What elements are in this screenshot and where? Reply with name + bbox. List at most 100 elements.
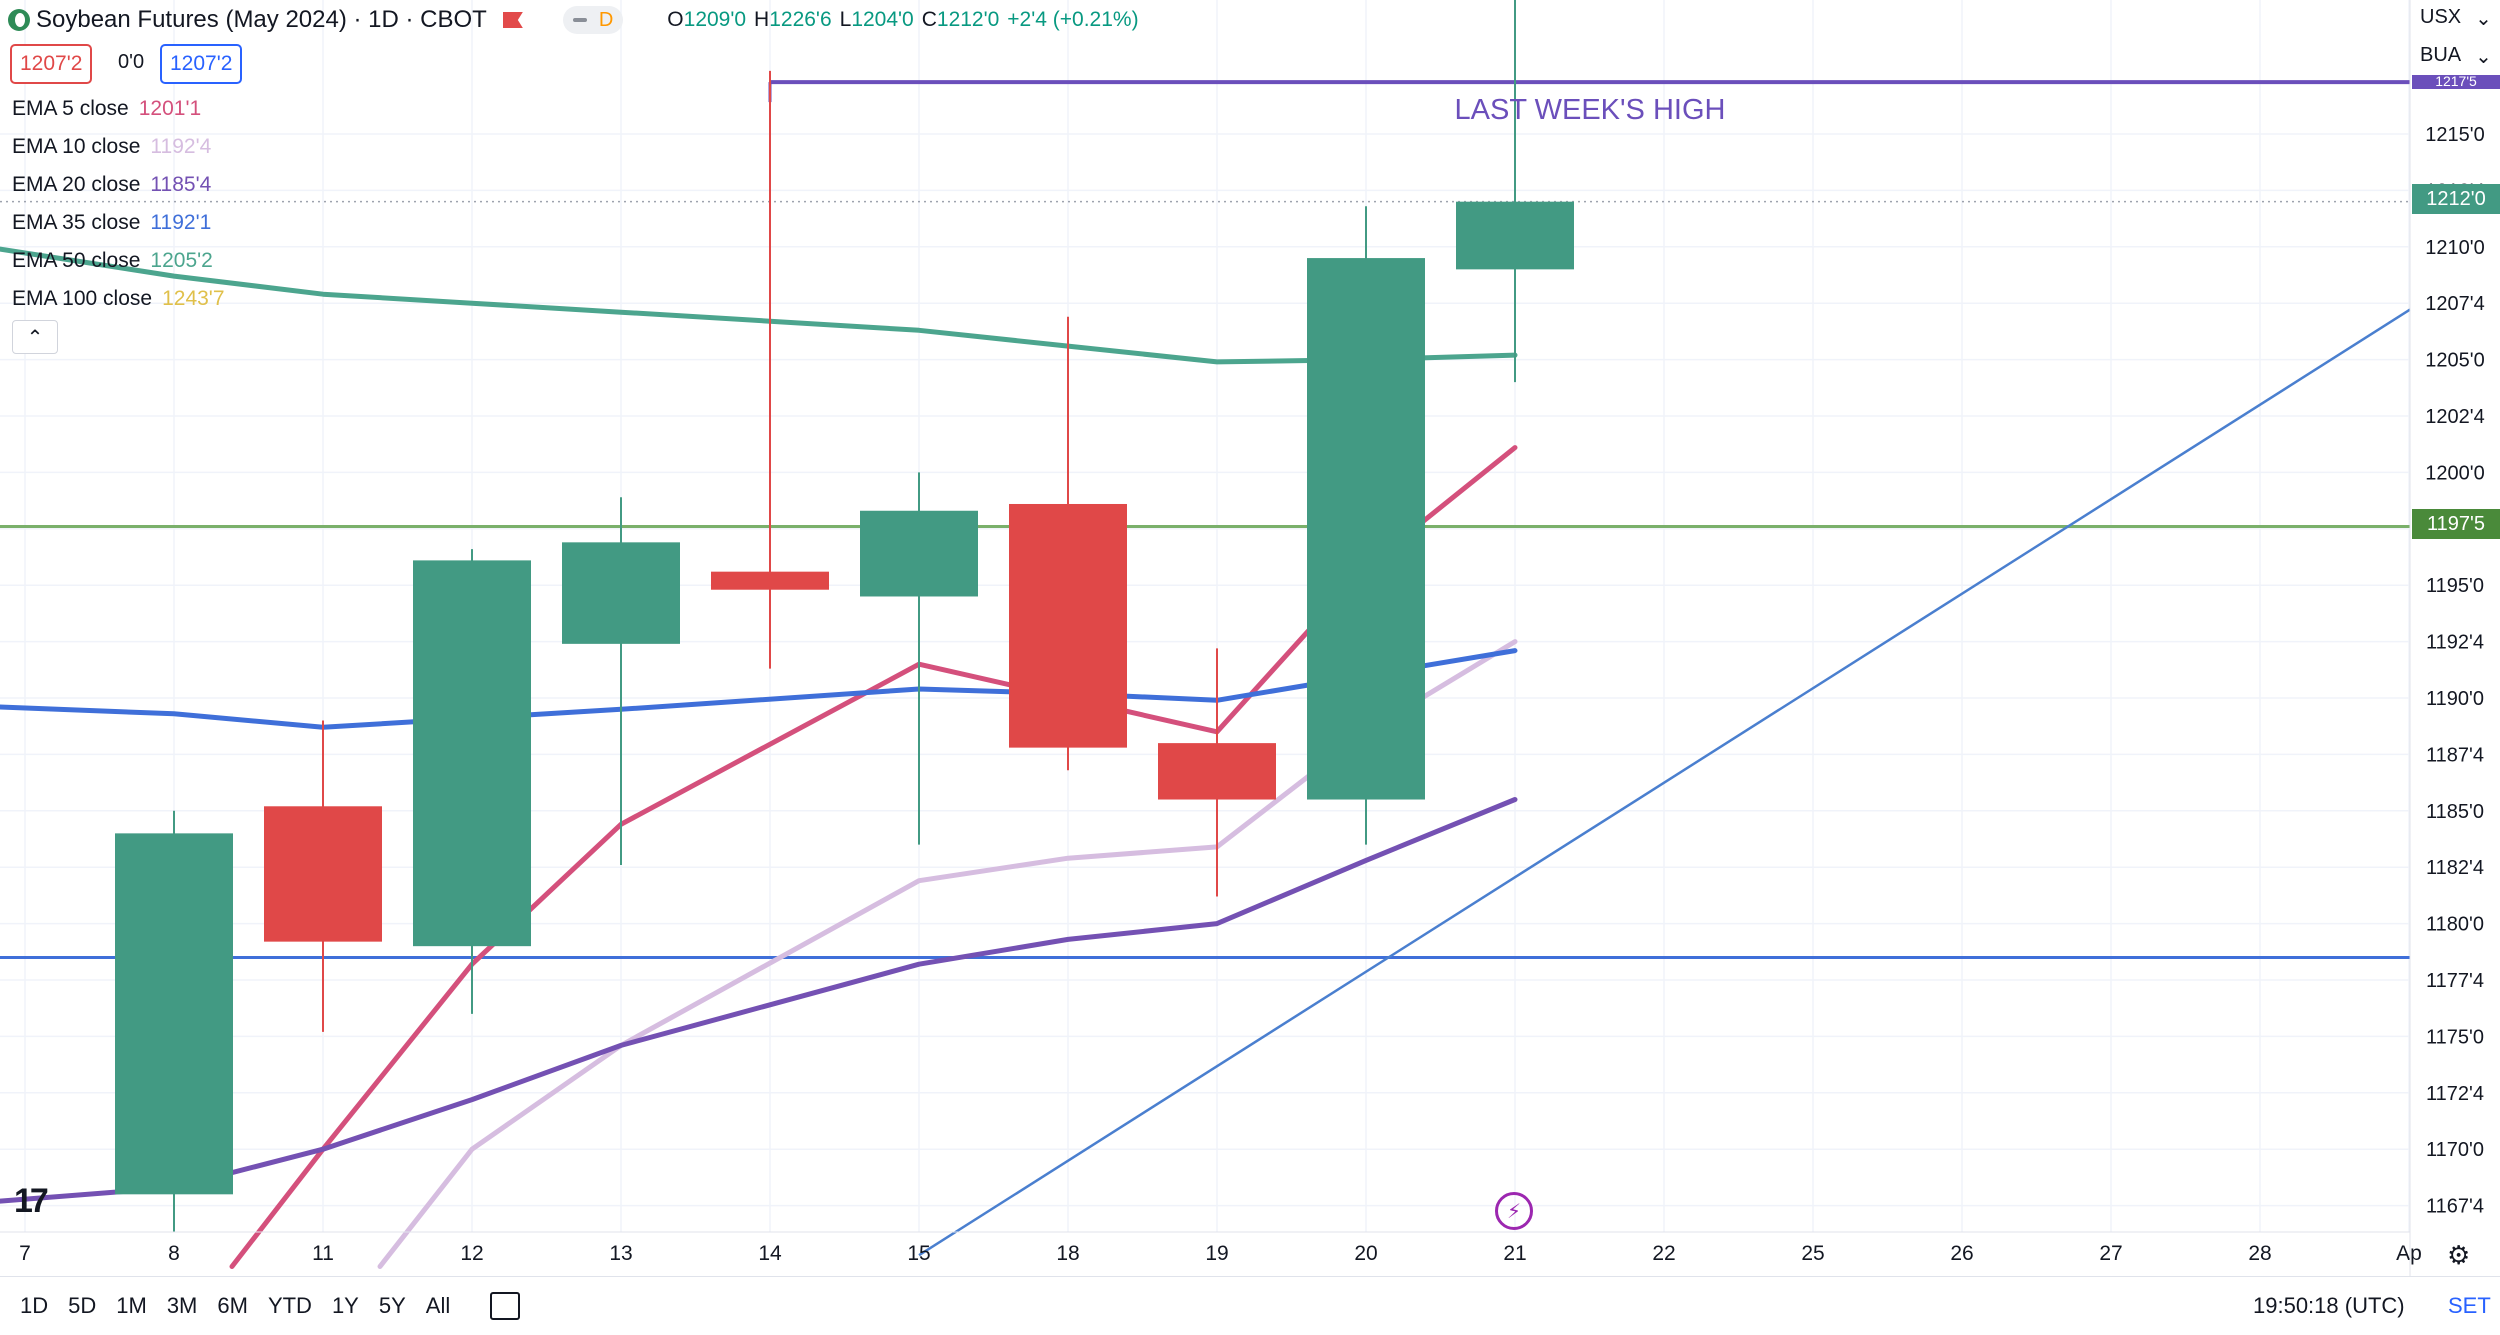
- candle-body[interactable]: [1307, 258, 1425, 800]
- time-tick-label: 27: [2099, 1242, 2122, 1265]
- legend-value: 1205'2: [150, 249, 213, 272]
- candle-body[interactable]: [1009, 503, 1127, 748]
- sell-button[interactable]: 1207'2: [10, 44, 93, 84]
- time-tick-label: 21: [1503, 1242, 1526, 1265]
- currency-label: USX: [2420, 6, 2462, 28]
- chevron-down-icon: ⌄: [2475, 8, 2492, 30]
- chevron-down-icon: ⌄: [2475, 46, 2492, 68]
- high-label: H: [754, 8, 770, 31]
- candle-body[interactable]: [562, 542, 680, 644]
- last-price-tag: 1212'0: [2412, 184, 2500, 214]
- open-label: O: [667, 8, 684, 31]
- legend-row[interactable]: EMA 20 close 1185'4: [12, 166, 225, 204]
- time-tick-label: 19: [1205, 1242, 1228, 1265]
- price-tick-label: 1207'4: [2425, 293, 2484, 315]
- price-tick-label: 1167'4: [2426, 1196, 2484, 1218]
- timeframe-1m[interactable]: 1M: [116, 1293, 147, 1318]
- legend-label: EMA 10 close: [12, 135, 141, 158]
- annotation-last-weeks-high: LAST WEEK'S HIGH: [1455, 94, 1726, 126]
- high-value: 1226'6: [769, 8, 832, 31]
- candle-body[interactable]: [711, 571, 829, 590]
- market-status-letter: D: [598, 8, 614, 31]
- candle-body[interactable]: [860, 510, 978, 597]
- set-button[interactable]: SET: [2448, 1293, 2491, 1318]
- exchange-logo-icon: [8, 9, 30, 31]
- legend-label: EMA 20 close: [12, 173, 141, 196]
- candle-body[interactable]: [1158, 743, 1276, 800]
- price-tick-label: 1170'0: [2426, 1139, 2484, 1161]
- price-tick-label: 1210'0: [2425, 237, 2484, 259]
- legend-value: 1243'7: [162, 287, 225, 310]
- price-tick-label: 1180'0: [2426, 914, 2484, 936]
- legend-row[interactable]: EMA 50 close 1205'2: [12, 242, 225, 280]
- symbol-header[interactable]: Soybean Futures (May 2024) · 1D · CBOT D…: [8, 2, 1139, 38]
- timeframe-5y[interactable]: 5Y: [378, 1293, 406, 1318]
- unit-selector[interactable]: BUA ⌄: [2420, 44, 2492, 69]
- legend-value: 1192'1: [150, 211, 212, 234]
- symbol-title[interactable]: Soybean Futures (May 2024) · 1D · CBOT: [36, 6, 487, 33]
- price-tick-label: 1177'4: [2426, 970, 2484, 992]
- time-tick-label: Ap: [2396, 1242, 2422, 1265]
- low-label: L: [839, 8, 852, 31]
- currency-selector[interactable]: USX ⌄: [2420, 6, 2492, 31]
- legend-row[interactable]: EMA 10 close 1192'4: [12, 128, 225, 166]
- time-axis: 7 8 11 12 13 14 15 18 19 20 21 22 25 26 27 28 Ap: [0, 1231, 2422, 1265]
- candle-body[interactable]: [413, 560, 531, 947]
- buy-button[interactable]: 1207'2: [160, 44, 243, 84]
- indicator-legend: EMA 5 close 1201'1 EMA 10 close 1192'4 EMA 2…: [12, 90, 225, 318]
- legend-label: EMA 5 close: [12, 97, 129, 120]
- clock[interactable]: 19:50:18 (UTC): [2253, 1293, 2405, 1318]
- trend-line: [918, 308, 2411, 1257]
- ema-line-35: [0, 648, 1518, 730]
- market-status-pill[interactable]: D: [562, 6, 624, 34]
- time-tick-label: 14: [758, 1242, 782, 1265]
- time-tick-label: 12: [460, 1242, 483, 1265]
- price-axis: 1215'01212'41210'01207'41205'01202'41200…: [2409, 0, 2485, 1276]
- legend-value: 1192'4: [150, 135, 212, 158]
- time-tick-label: 18: [1056, 1242, 1079, 1265]
- time-tick-label: 28: [2248, 1242, 2271, 1265]
- candles: [115, 0, 1574, 1232]
- change-value: +2'4 (+0.21%): [1007, 8, 1139, 31]
- bottom-toolbar: 1D 5D 1M 3M 6M YTD 1Y 5Y All: [0, 1276, 2500, 1335]
- last-weeks-high-price-tag: 1217'5: [2412, 75, 2500, 89]
- legend-row[interactable]: EMA 35 close 1192'1: [12, 204, 225, 242]
- timeframe-6m[interactable]: 6M: [217, 1293, 248, 1318]
- collapse-legend-button[interactable]: ⌃: [12, 320, 58, 354]
- timeframe-1d[interactable]: 1D: [20, 1293, 49, 1318]
- timeframe-buttons: 1D 5D 1M 3M 6M YTD 1Y 5Y All: [0, 1293, 450, 1319]
- timeframe-5d[interactable]: 5D: [68, 1293, 97, 1318]
- calendar-icon[interactable]: [490, 1292, 521, 1320]
- ema-line-20: [0, 797, 1518, 1204]
- timeframe-1y[interactable]: 1Y: [331, 1293, 359, 1318]
- gear-icon[interactable]: ⚙: [2447, 1240, 2471, 1270]
- time-tick-label: 25: [1801, 1242, 1824, 1265]
- lightning-icon[interactable]: ⚡: [1495, 1192, 1533, 1230]
- time-tick-label: 11: [312, 1242, 334, 1265]
- ema-line-50: [0, 246, 1518, 365]
- legend-row[interactable]: EMA 100 close 1243'7: [12, 280, 225, 318]
- timeframe-3m[interactable]: 3M: [166, 1293, 198, 1318]
- trend-line[interactable]: [918, 308, 2411, 1257]
- price-tick-label: 1185'0: [2426, 801, 2484, 823]
- spread-value: 0'0: [118, 50, 145, 73]
- legend-label: EMA 35 close: [12, 211, 141, 234]
- price-tick-label: 1175'0: [2426, 1026, 2484, 1048]
- price-tick-label: 1195'0: [2426, 575, 2484, 597]
- chevron-up-icon: ⌃: [26, 326, 44, 349]
- timeframe-all[interactable]: All: [425, 1293, 451, 1318]
- flag-icon[interactable]: [502, 12, 523, 28]
- timeframe-ytd[interactable]: YTD: [267, 1293, 312, 1318]
- grid: [0, 0, 2410, 1232]
- candle-body[interactable]: [115, 833, 233, 1195]
- legend-value: 1201'1: [138, 97, 202, 120]
- legend-row[interactable]: EMA 5 close 1201'1: [12, 90, 225, 128]
- level-price-tag: 1197'5: [2412, 509, 2500, 539]
- price-tick-label: 1182'4: [2426, 857, 2484, 879]
- tradingview-logo[interactable]: 17: [14, 1182, 49, 1220]
- candle-body[interactable]: [1456, 201, 1574, 270]
- time-tick-label: 26: [1950, 1242, 1973, 1265]
- candle-body[interactable]: [264, 806, 382, 942]
- price-tick-label: 1200'0: [2425, 462, 2484, 484]
